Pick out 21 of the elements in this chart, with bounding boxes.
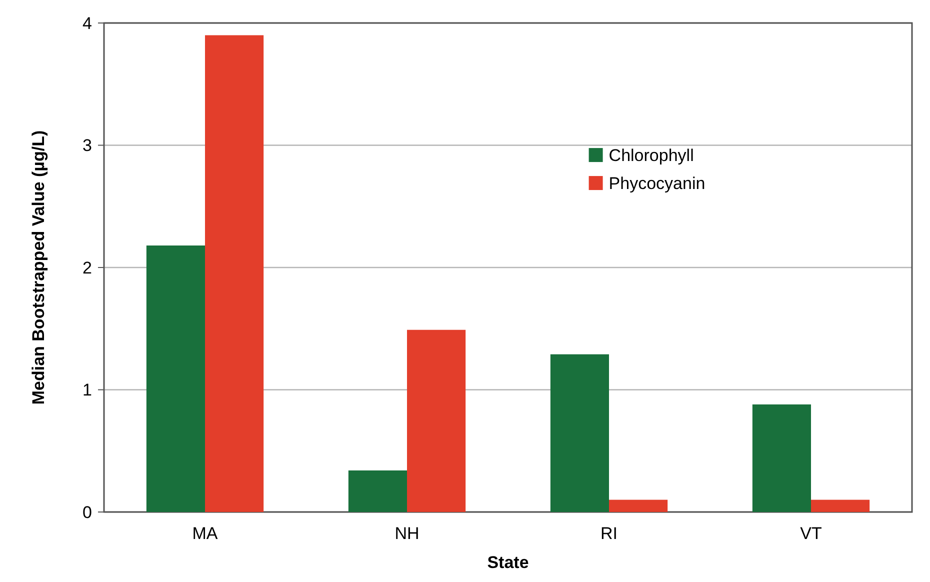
- x-axis-title: State: [487, 553, 529, 572]
- y-tick-label: 4: [82, 14, 92, 33]
- legend-label: Chlorophyll: [608, 146, 694, 165]
- bar: [811, 500, 870, 512]
- x-tick-label: NH: [394, 524, 420, 543]
- bar: [550, 354, 609, 512]
- bar: [407, 330, 466, 512]
- bar: [609, 500, 668, 512]
- x-tick-label: MA: [192, 524, 218, 543]
- y-axis-title: Median Bootstrapped Value (µg/L): [29, 130, 48, 405]
- y-tick-label: 1: [82, 380, 92, 400]
- bar: [348, 470, 407, 512]
- x-tick-label: RI: [600, 524, 618, 543]
- bar: [205, 35, 264, 512]
- x-tick-label: VT: [800, 524, 822, 543]
- bar: [146, 245, 205, 512]
- bar: [752, 404, 811, 512]
- legend-label: Phycocyanin: [608, 174, 706, 193]
- y-tick-label: 0: [82, 502, 92, 522]
- y-tick-label: 3: [82, 136, 92, 156]
- y-tick-label: 2: [82, 258, 92, 278]
